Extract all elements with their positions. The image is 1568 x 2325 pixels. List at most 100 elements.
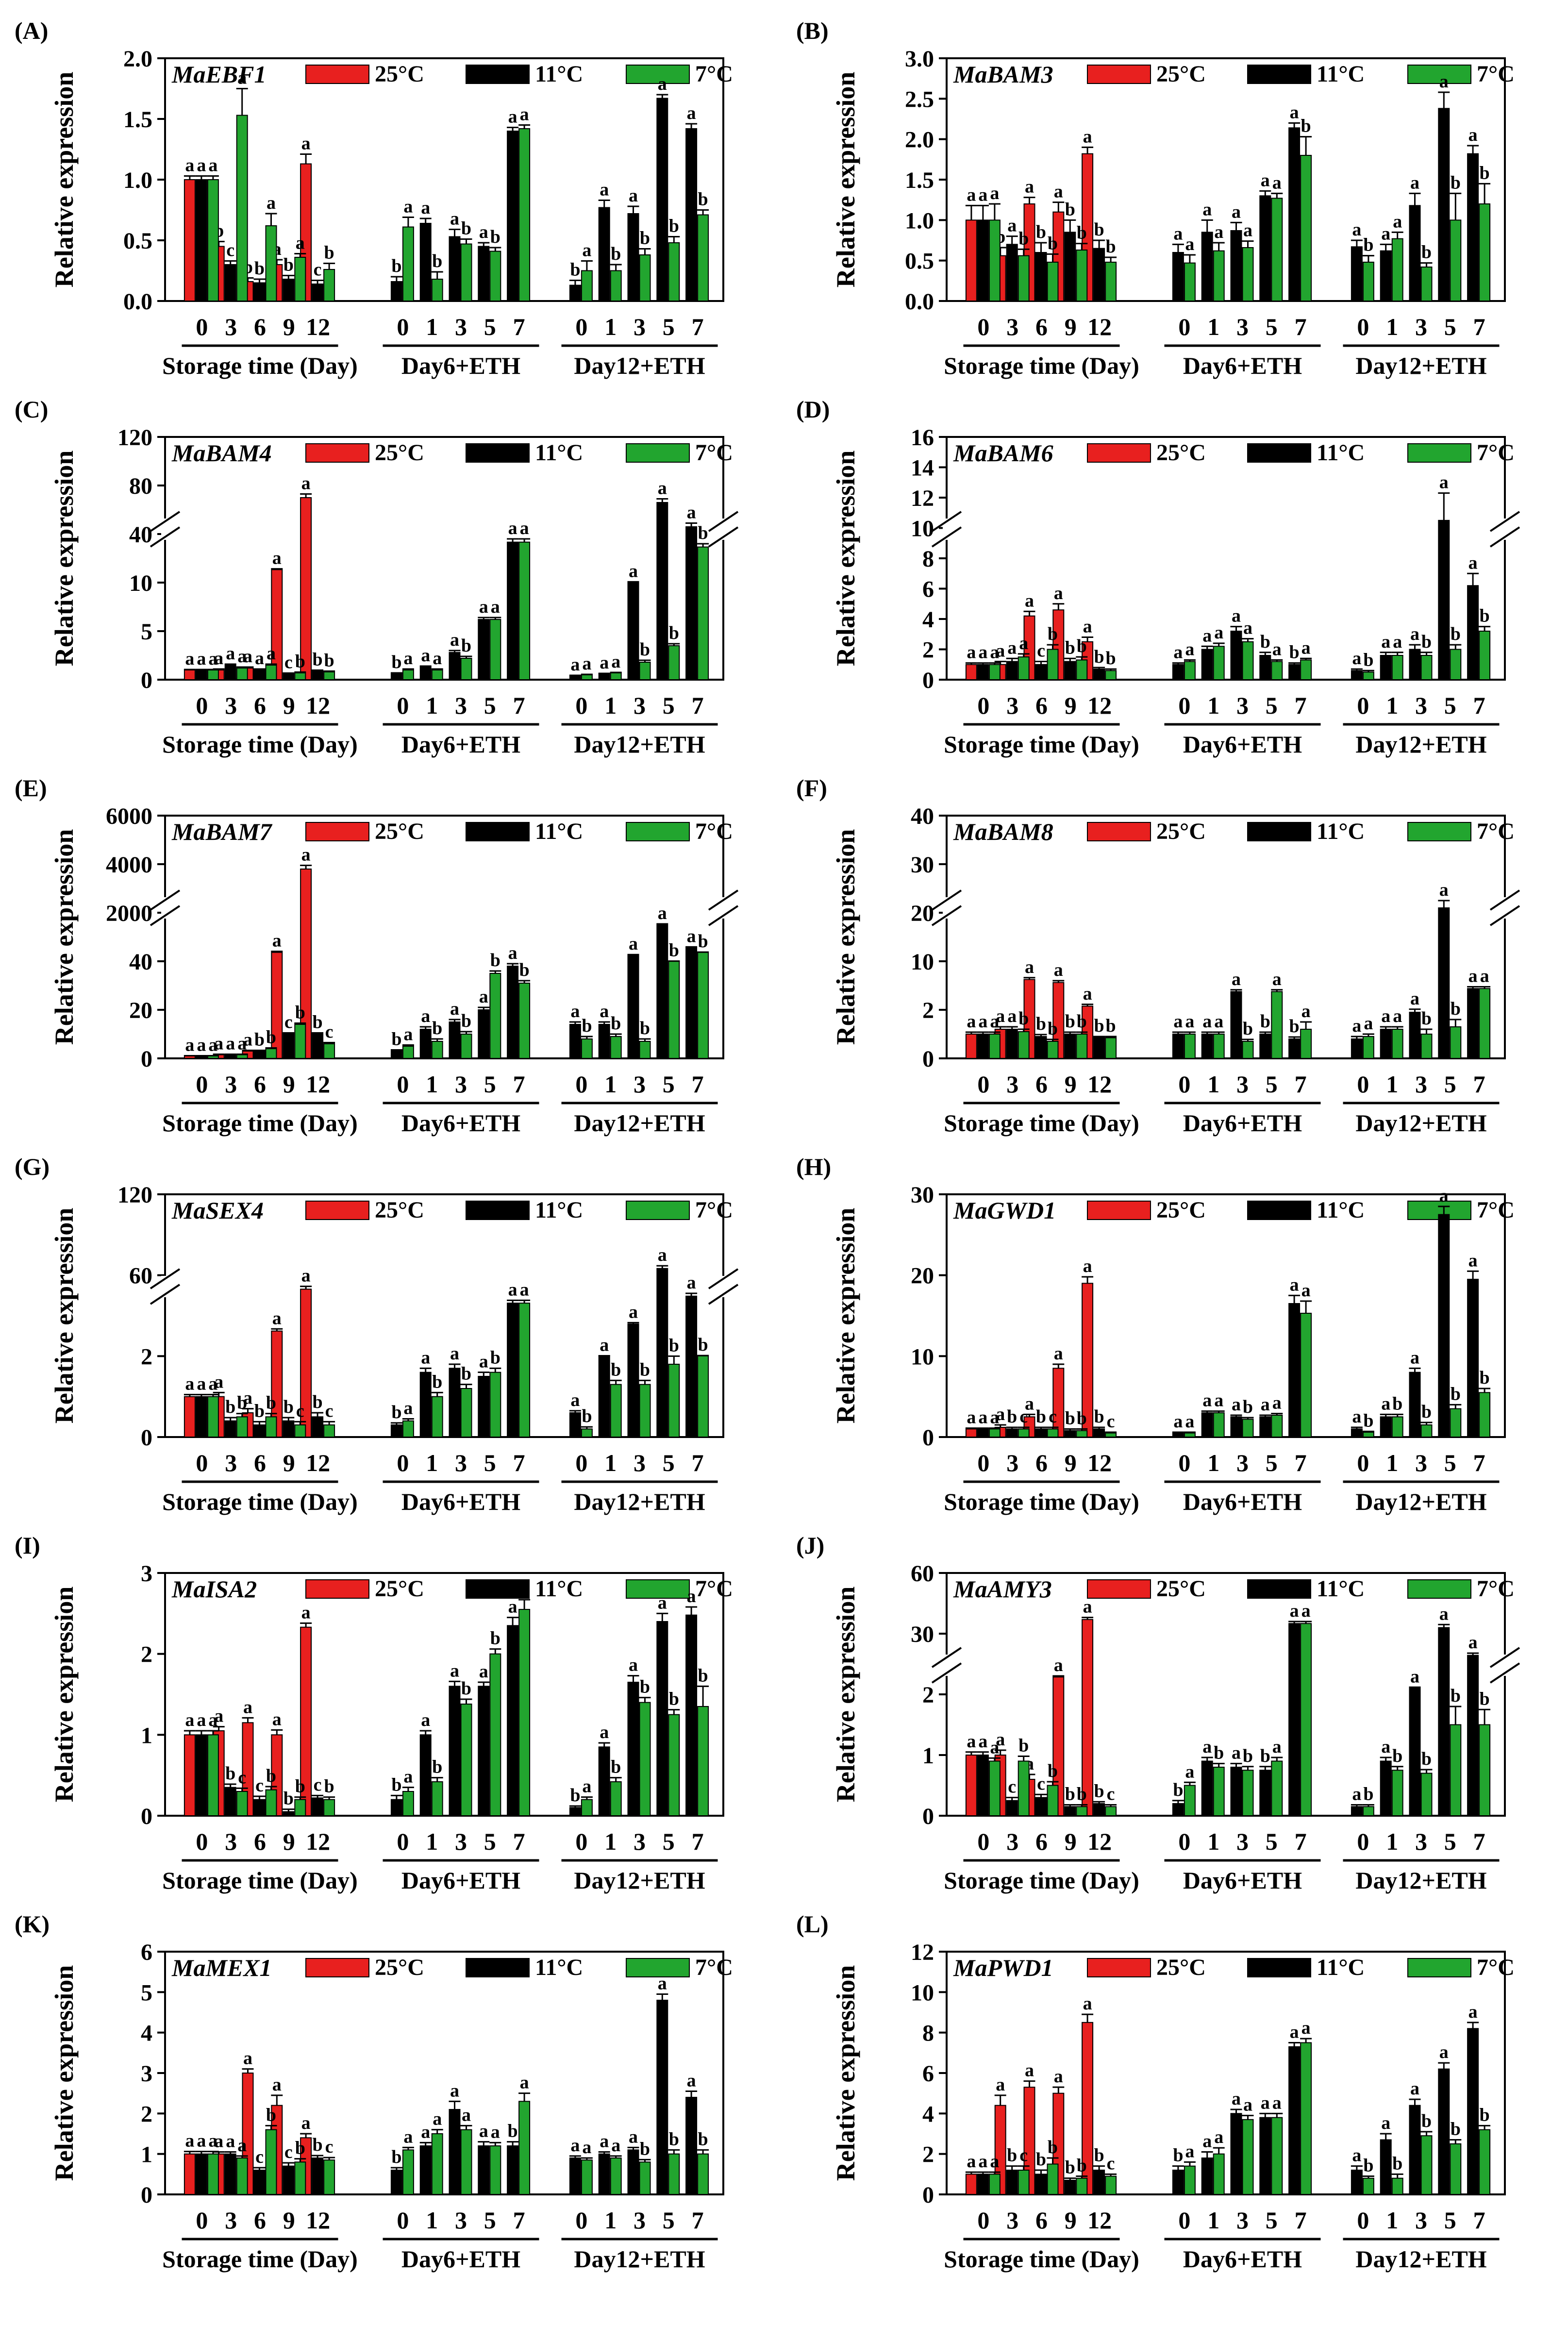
significance-letter: b <box>508 2121 518 2141</box>
significance-letter: a <box>990 2151 999 2172</box>
y-tick-label: 30 <box>911 852 934 878</box>
significance-letter: b <box>1106 236 1116 257</box>
significance-letter: b <box>1451 1686 1461 1706</box>
significance-letter: a <box>990 1737 999 1757</box>
x-tick-label: 1 <box>604 313 617 340</box>
x-tick-label: 7 <box>513 692 525 719</box>
x-tick-label: 5 <box>1444 1071 1456 1098</box>
bar <box>1105 1037 1117 1059</box>
significance-letter: a <box>508 107 517 127</box>
significance-letter: a <box>272 548 282 569</box>
bar <box>1300 1623 1312 1817</box>
significance-letter: b <box>324 243 334 263</box>
significance-letter: b <box>1065 2158 1075 2178</box>
significance-letter: a <box>1232 201 1241 222</box>
significance-letter: b <box>582 1406 592 1426</box>
bar <box>685 1614 698 1817</box>
legend-label: 7°C <box>695 1197 733 1223</box>
bar <box>1450 219 1462 302</box>
significance-letter: a <box>1202 2131 1212 2152</box>
x-tick-label: 5 <box>663 2207 675 2234</box>
y-tick-label: 40 <box>129 522 152 548</box>
y-tick-label: 12 <box>911 485 934 511</box>
bar <box>697 546 709 680</box>
significance-letter: b <box>1065 1408 1075 1428</box>
bar <box>283 2165 295 2195</box>
x-tick-label: 12 <box>1087 313 1112 340</box>
significance-letter: b <box>490 1347 500 1368</box>
x-tick-label: 0 <box>397 2207 409 2234</box>
x-tick-label: 5 <box>663 1449 675 1476</box>
bar <box>402 1420 414 1438</box>
gene-name: MaSEX4 <box>171 1197 264 1224</box>
significance-letter: a <box>479 1661 488 1682</box>
bar <box>402 226 414 301</box>
legend-label: 25°C <box>375 819 424 844</box>
bar <box>1259 195 1271 302</box>
y-tick-label: 14 <box>911 455 934 481</box>
x-tick-label: 3 <box>1236 1828 1249 1855</box>
significance-letter: b <box>570 1785 580 1806</box>
significance-letter: b <box>1018 1736 1029 1756</box>
bar <box>518 1303 531 1438</box>
bar <box>312 1416 324 1438</box>
bar <box>685 128 698 301</box>
x-tick-label: 5 <box>484 1828 496 1855</box>
legend-swatch <box>1087 1579 1151 1599</box>
x-tick-label: 12 <box>306 1071 330 1098</box>
significance-letter: a <box>185 1035 194 1055</box>
legend-swatch <box>1247 65 1311 84</box>
significance-letter: a <box>1083 126 1092 147</box>
panel-letter: (F) <box>796 774 827 802</box>
x-tick-label: 6 <box>254 692 266 719</box>
bar <box>1035 2174 1047 2195</box>
significance-letter: a <box>1468 1632 1478 1653</box>
x-tick-label: 9 <box>283 1449 295 1476</box>
significance-letter: b <box>698 1335 708 1355</box>
significance-letter: b <box>698 1665 708 1686</box>
significance-letter: a <box>687 1272 696 1293</box>
bar <box>1420 1773 1433 1816</box>
legend-swatch <box>1087 822 1151 841</box>
bar <box>507 2145 519 2195</box>
x-tick-label: 7 <box>692 1449 704 1476</box>
legend-label: 25°C <box>1156 61 1206 87</box>
bar <box>685 2097 698 2195</box>
significance-letter: b <box>1289 642 1300 663</box>
significance-letter: a <box>243 1697 252 1717</box>
x-tick-label: 3 <box>634 1071 646 1098</box>
significance-letter: a <box>1352 2145 1361 2166</box>
significance-letter: a <box>1381 2113 1390 2133</box>
legend-swatch <box>1407 1958 1471 1977</box>
y-tick-label: 2000 <box>106 901 152 926</box>
significance-letter: a <box>255 648 264 669</box>
legend-label: 7°C <box>1477 1197 1515 1223</box>
significance-letter: b <box>1260 1746 1270 1766</box>
bar <box>431 669 443 680</box>
significance-letter: a <box>1007 637 1017 658</box>
x-tick-label: 0 <box>1178 1449 1190 1476</box>
x-tick-label: 0 <box>977 1071 989 1098</box>
legend-label: 11°C <box>1317 1197 1365 1223</box>
y-tick-label: 0 <box>141 2182 152 2208</box>
significance-letter: c <box>314 1774 322 1795</box>
significance-letter: a <box>1083 1597 1092 1617</box>
bar <box>1064 1034 1076 1059</box>
x-tick-label: 0 <box>397 1449 409 1476</box>
bar <box>1105 1806 1117 1816</box>
significance-letter: a <box>611 2135 620 2156</box>
bar <box>1006 1029 1018 1059</box>
bar <box>283 279 295 301</box>
legend-swatch <box>1247 1201 1311 1220</box>
significance-letter: c <box>1037 641 1045 661</box>
significance-letter: b <box>1094 1406 1104 1427</box>
bar <box>1064 1806 1076 1816</box>
bar <box>977 664 989 680</box>
significance-letter: b <box>1451 1384 1461 1404</box>
legend-label: 25°C <box>375 440 424 466</box>
significance-letter: a <box>629 1655 638 1675</box>
bar <box>1450 649 1462 680</box>
significance-letter: a <box>1173 1411 1183 1432</box>
significance-letter: a <box>450 1343 459 1364</box>
y-tick-label: 80 <box>129 473 152 499</box>
